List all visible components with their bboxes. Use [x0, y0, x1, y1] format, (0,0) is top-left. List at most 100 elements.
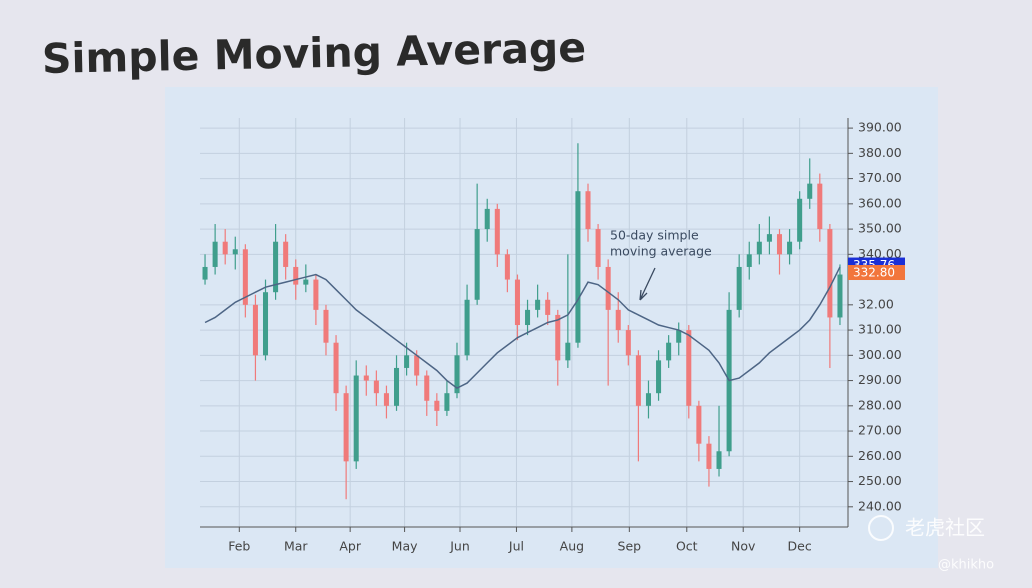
y-tick-label: 380.00: [858, 145, 902, 160]
candle-body: [645, 393, 651, 406]
y-tick-label: 32.00: [858, 296, 894, 311]
candle-body: [766, 234, 772, 242]
candle-body: [464, 299, 470, 356]
candle-body: [202, 266, 208, 280]
y-tick-label: 270.00: [858, 423, 902, 438]
chart-panel: [165, 87, 938, 568]
candle-body: [222, 241, 228, 255]
candle-body: [807, 183, 813, 199]
y-tick-label: 240.00: [858, 498, 902, 513]
x-tick-label: Jul: [508, 539, 524, 554]
candle-body: [454, 355, 460, 394]
y-tick-label: 350.00: [858, 221, 902, 236]
y-tick-label: 280.00: [858, 397, 902, 412]
candle-body: [666, 342, 672, 361]
x-tick-label: Feb: [228, 539, 250, 554]
x-tick-label: Oct: [676, 539, 698, 554]
candle-body: [827, 229, 833, 318]
x-tick-label: Apr: [339, 539, 361, 554]
candle-body: [273, 241, 279, 293]
price-badge: [848, 265, 905, 281]
candle-body: [706, 443, 712, 469]
candle-body: [525, 309, 531, 326]
slide-title: Simple Moving Average: [41, 24, 586, 83]
candle-body: [736, 266, 742, 310]
x-tick-label: Jun: [449, 539, 470, 554]
candle-body: [504, 254, 510, 280]
candle-body: [353, 375, 359, 462]
candle-body: [262, 292, 269, 356]
x-tick-label: Nov: [731, 539, 756, 554]
candle-body: [494, 208, 500, 255]
candle-body: [787, 241, 793, 255]
candle-body: [394, 367, 400, 406]
x-tick-label: Dec: [788, 539, 812, 554]
candle-body: [635, 355, 641, 406]
y-tick-label: 340.00: [858, 246, 902, 261]
candle-body: [797, 198, 803, 242]
candle-body: [837, 274, 843, 318]
candle-body: [303, 279, 309, 285]
y-tick-label: 390.00: [858, 120, 902, 135]
candle-body: [575, 191, 581, 343]
candle-body: [676, 330, 682, 343]
candle-body: [656, 360, 662, 394]
candle-body: [283, 241, 289, 267]
candle-body: [414, 355, 420, 376]
candle-body: [424, 375, 430, 401]
candle-body: [565, 342, 571, 361]
candle-body: [585, 191, 591, 230]
x-tick-label: Mar: [284, 539, 308, 554]
candle-body: [232, 249, 238, 255]
candle-body: [595, 229, 601, 267]
watermark-handle: @khikho: [938, 558, 994, 573]
candle-body: [373, 380, 379, 394]
annotation-line: 50-day simple: [610, 228, 699, 243]
watermark-brand: 老虎社区: [905, 516, 985, 540]
candle-body: [444, 393, 450, 411]
candle-body: [545, 299, 551, 315]
candle-body: [756, 241, 762, 255]
candle-body: [514, 279, 520, 326]
price-badge-label: 332.80: [853, 266, 895, 280]
y-tick-label: 300.00: [858, 347, 902, 362]
candle-body: [746, 254, 752, 267]
annotation-arrow: [639, 267, 656, 301]
candle-body: [716, 451, 722, 469]
sma-line: [204, 266, 841, 390]
candle-body: [363, 375, 369, 381]
candle-body: [293, 266, 299, 285]
x-tick-label: May: [392, 539, 418, 554]
y-tick-label: 250.00: [858, 473, 902, 488]
candle-body: [696, 405, 702, 444]
candle-body: [242, 249, 248, 305]
candle-body: [343, 393, 349, 462]
candle-body: [474, 229, 480, 300]
y-tick-label: 370.00: [858, 170, 902, 185]
candle-body: [313, 279, 319, 310]
candle-body: [484, 208, 490, 230]
candle-body: [535, 299, 541, 310]
y-tick-label: 290.00: [858, 372, 902, 387]
candle-body: [555, 314, 561, 361]
x-tick-label: Aug: [560, 539, 584, 554]
candle-body: [817, 183, 823, 230]
annotation-line: moving average: [610, 244, 712, 259]
candle-body: [625, 330, 631, 356]
plot: 240.00 250.00 260.00 270.00 280.00 290.00 300.…: [200, 118, 905, 554]
candle-body: [686, 330, 692, 406]
candle-body: [333, 342, 339, 394]
watermark-logo: [868, 515, 894, 541]
candle-body: [383, 393, 389, 406]
candle-body: [776, 234, 783, 255]
candle-body: [605, 266, 611, 310]
candle-body: [404, 355, 410, 368]
candle-body: [434, 400, 440, 411]
candle-body: [615, 309, 621, 331]
y-tick-label: 260.00: [858, 448, 902, 463]
candle-body: [252, 304, 258, 356]
candle-body: [212, 241, 218, 267]
y-tick-label: 360.00: [858, 195, 902, 210]
candle-body: [323, 309, 329, 343]
